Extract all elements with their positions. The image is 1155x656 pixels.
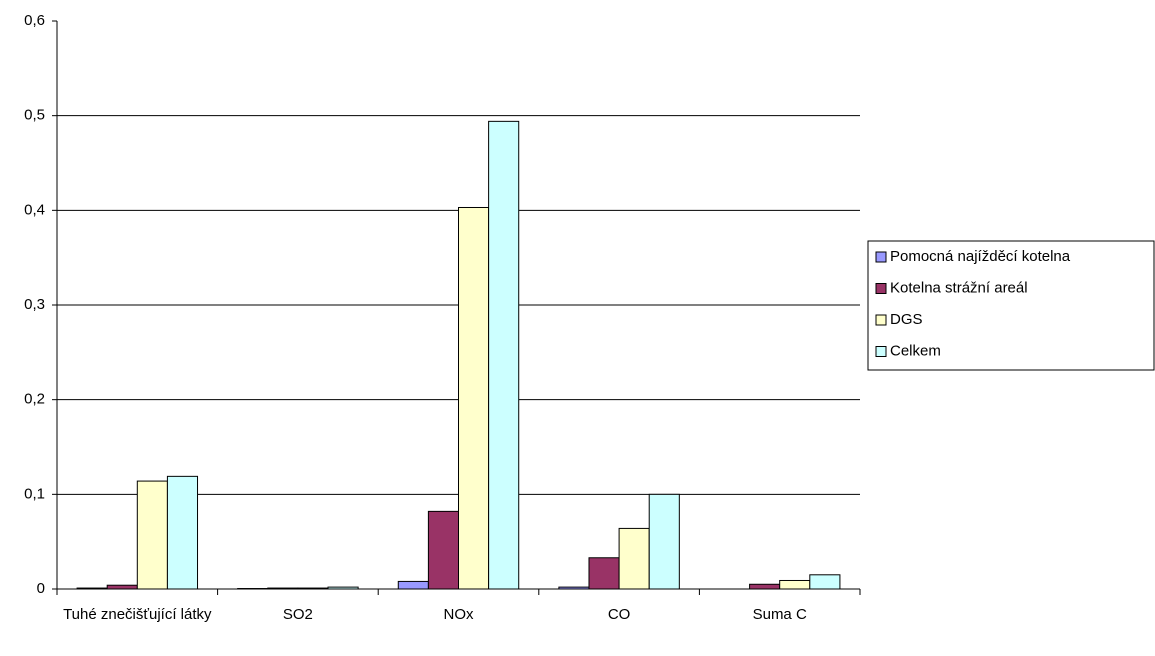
bar [458, 206, 490, 590]
bar [488, 120, 520, 590]
bar [618, 527, 650, 590]
bar [809, 574, 841, 590]
y-tick-label: 0,2 [24, 391, 45, 408]
bar [588, 557, 620, 590]
y-tick-label: 0,1 [24, 485, 45, 502]
legend-swatch [875, 283, 887, 294]
legend-label: Kotelna strážní areál [890, 279, 1028, 296]
y-tick-label: 0,4 [24, 201, 45, 218]
bar [779, 579, 811, 590]
y-tick-label: 0,6 [24, 12, 45, 29]
x-tick-label: NOx [443, 606, 474, 623]
x-tick-label: Tuhé znečišťující látky [63, 606, 212, 623]
legend-label: DGS [890, 311, 923, 328]
x-tick-label: CO [607, 606, 631, 623]
bar [166, 475, 199, 590]
bar [749, 583, 781, 590]
legend-swatch [875, 251, 887, 263]
bar [106, 584, 138, 590]
legend-box [867, 240, 1155, 371]
legend-label: Pomocná najížděcí kotelna [890, 248, 1071, 265]
x-tick-label: Suma C [752, 606, 807, 623]
x-tick-label: SO2 [282, 606, 313, 623]
y-tick-label: 0,5 [24, 107, 45, 124]
bar [648, 493, 680, 590]
y-tick-label: 0 [37, 580, 45, 597]
legend-swatch [875, 346, 887, 357]
bar [427, 510, 460, 590]
bar [397, 580, 429, 590]
y-tick-label: 0,3 [24, 296, 45, 313]
legend-swatch [875, 314, 887, 326]
legend-label: Celkem [890, 342, 941, 359]
bar [136, 480, 168, 590]
